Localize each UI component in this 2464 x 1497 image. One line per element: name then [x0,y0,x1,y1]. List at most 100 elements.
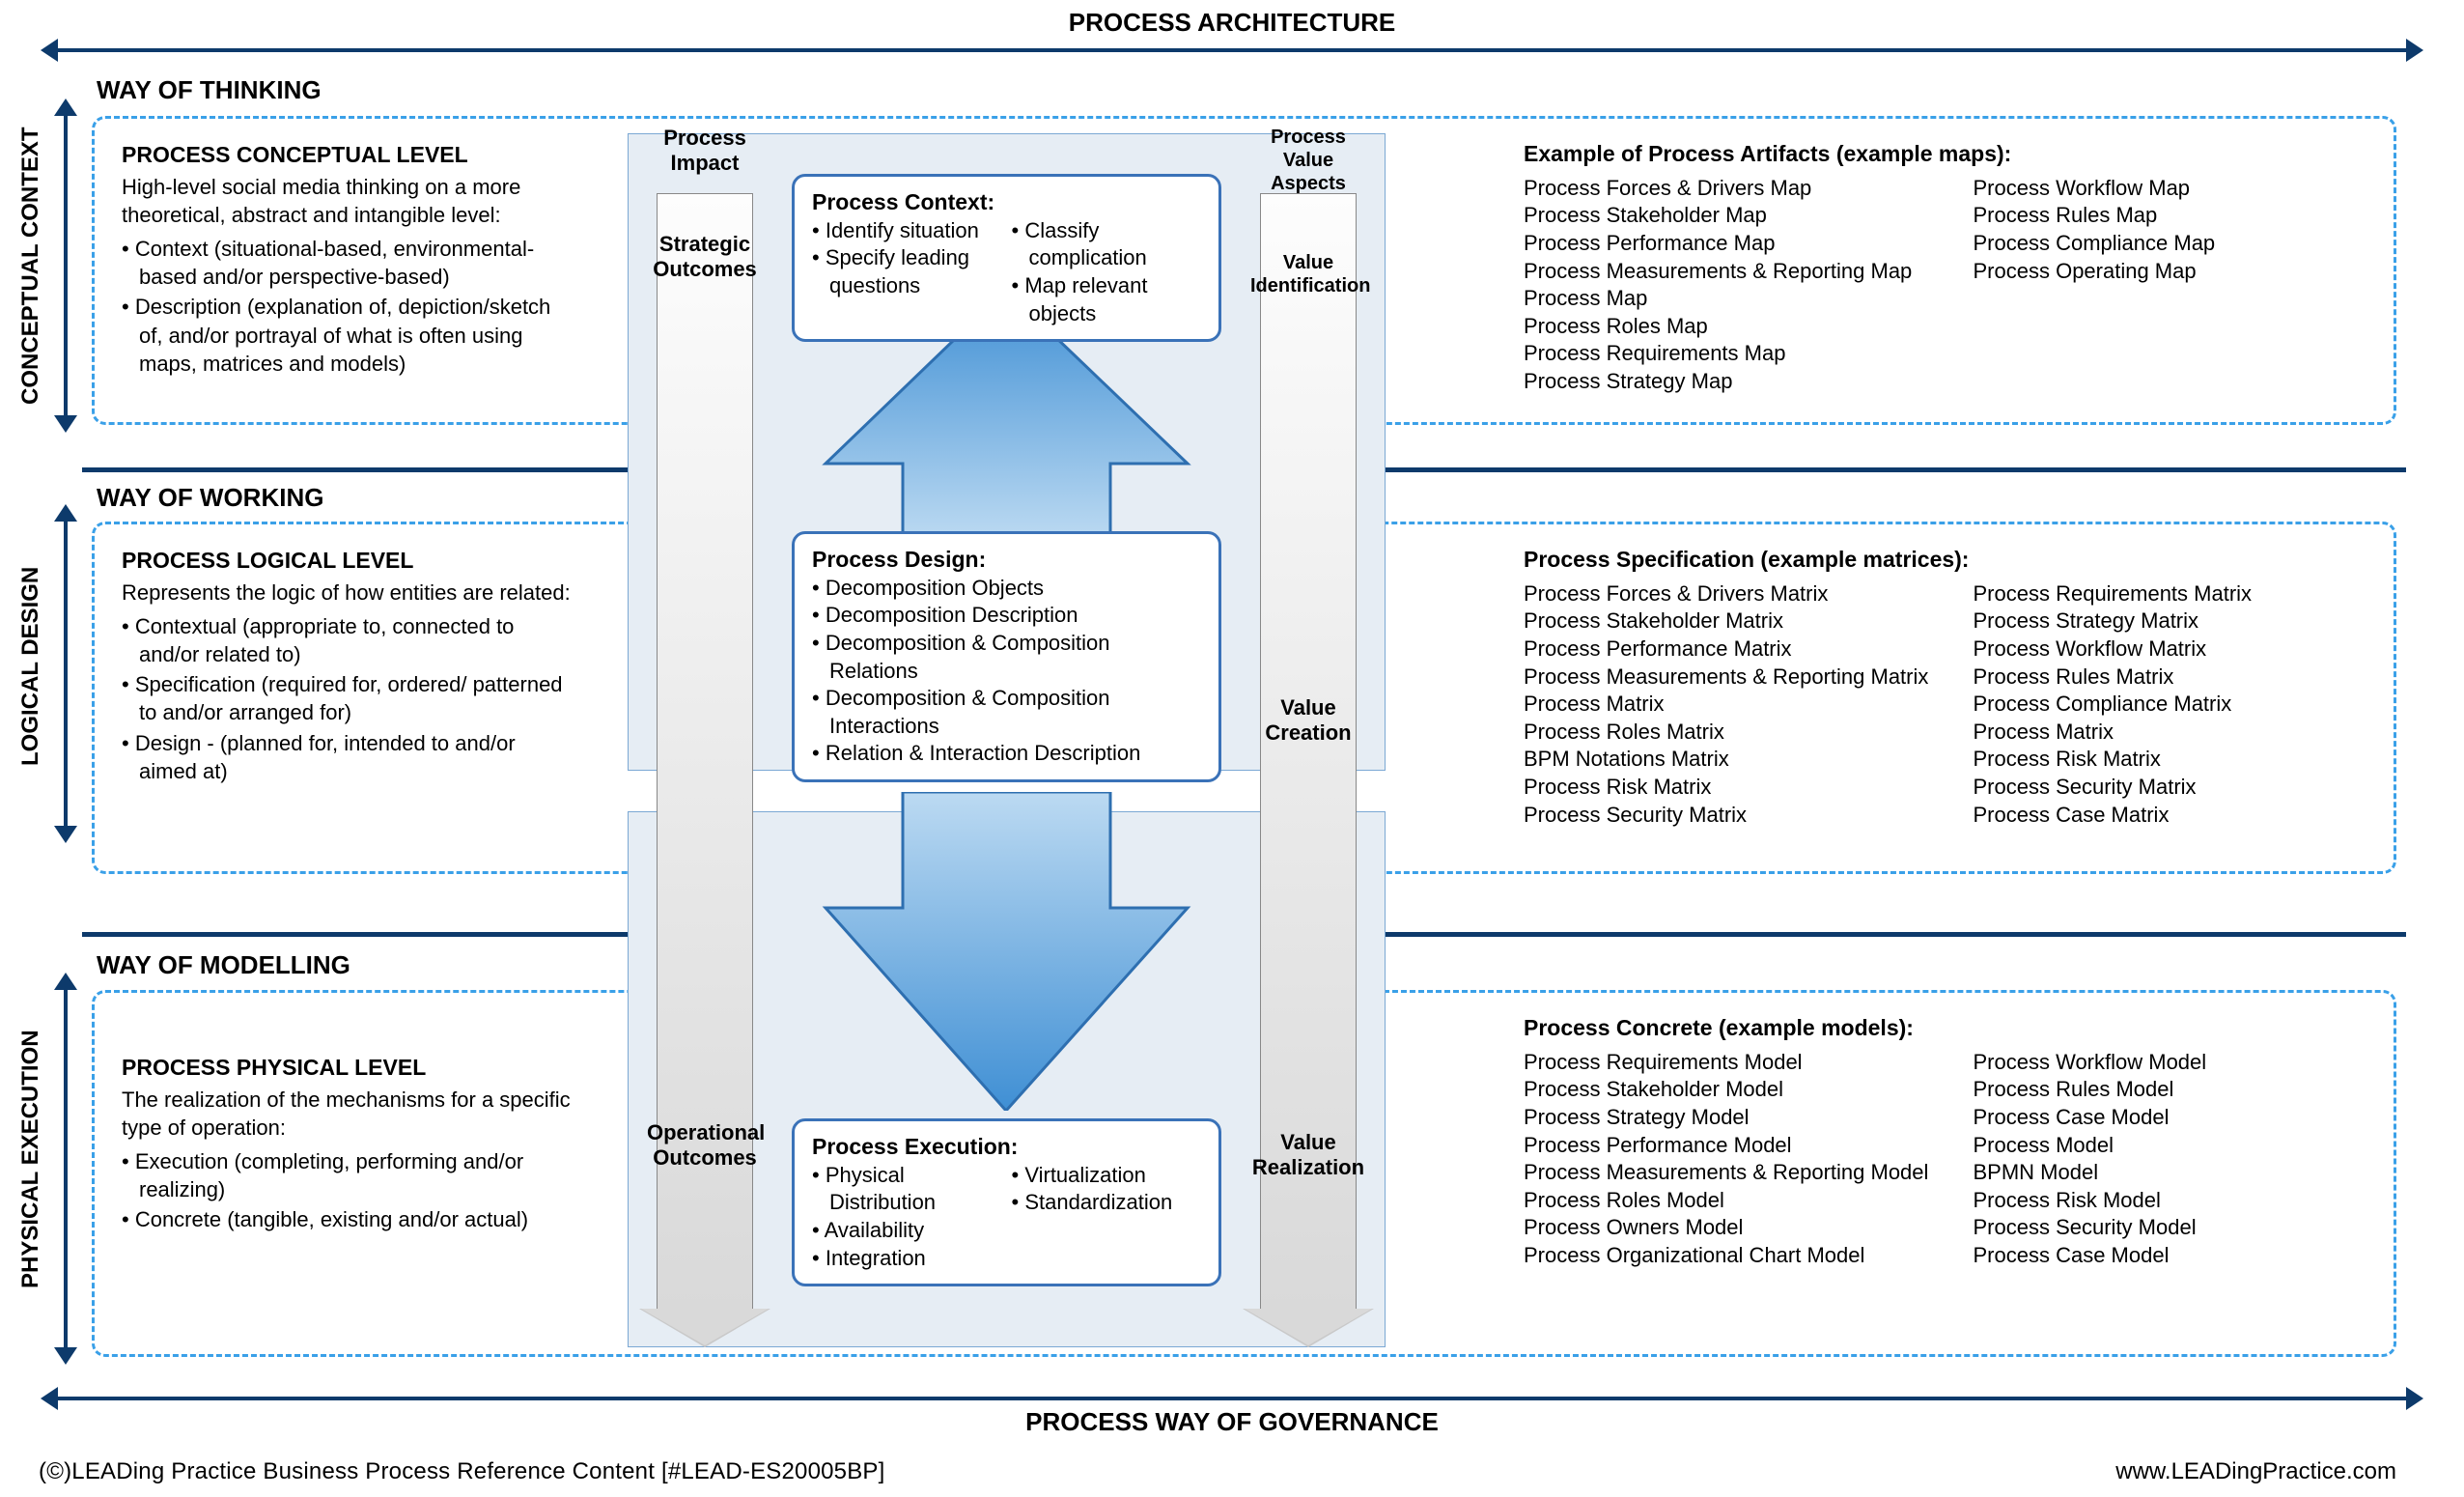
top-h-arrow [58,48,2406,52]
list-item: Integration [829,1245,1002,1273]
section-modelling: WAY OF MODELLING [97,950,350,980]
list-item: Process Requirements Matrix [1974,580,2385,608]
list-item: Process Risk Matrix [1524,774,1935,802]
r2-col1: Process Forces & Drivers MatrixProcess S… [1524,580,1935,829]
list-item: Process Case Model [1974,1104,2385,1132]
cbox-design: Process Design: Decomposition ObjectsDec… [792,531,1221,782]
list-item: Process Forces & Drivers Matrix [1524,580,1935,608]
cbox3-colA: Physical DistributionAvailabilityIntegra… [812,1162,1002,1272]
center-zone: Process Impact Strategic Outcomes Operat… [632,116,1381,1352]
list-item: Standardization [1029,1189,1202,1217]
list-item: Process Organizational Chart Model [1524,1242,1935,1270]
list-item: Relation & Interaction Description [829,740,1201,768]
list-item: Process Compliance Matrix [1974,691,2385,719]
list-item: Process Measurements & Reporting Matrix [1524,664,1935,692]
v-arrow-3 [64,990,68,1347]
left-logical: PROCESS LOGICAL LEVEL Represents the log… [122,546,575,785]
list-item: Process Stakeholder Map [1524,202,1935,230]
list-item: Process Matrix [1974,719,2385,747]
r2-col2: Process Requirements MatrixProcess Strat… [1974,580,2385,829]
list-item: Process Security Model [1974,1214,2385,1242]
list-item: Decomposition & Composition Relations [829,630,1201,685]
footer-left: (©)LEADing Practice Business Process Ref… [39,1458,885,1485]
list-item: Context (situational-based, environmenta… [139,235,575,291]
left-hdr-3: PROCESS PHYSICAL LEVEL [122,1053,575,1082]
left-physical: PROCESS PHYSICAL LEVEL The realization o… [122,1053,575,1234]
left-intro-3: The realization of the mechanisms for a … [122,1086,575,1142]
list-item: Process Forces & Drivers Map [1524,175,1935,203]
section-working: WAY OF WORKING [97,483,323,513]
list-item: Process Stakeholder Model [1524,1076,1935,1104]
list-item: Process Compliance Map [1974,230,2385,258]
left-intro-2: Represents the logic of how entities are… [122,579,575,607]
list-item: Contextual (appropriate to, connected to… [139,612,575,668]
v-label-logical: LOGICAL DESIGN [17,507,44,826]
cbox2-list: Decomposition ObjectsDecomposition Descr… [812,575,1201,768]
list-item: BPM Notations Matrix [1524,746,1935,774]
cbox3-colB: VirtualizationStandardization [1012,1162,1202,1217]
cbox2-hdr: Process Design: [812,546,1201,575]
pillar-left-bottom: Operational Outcomes [647,1120,763,1172]
list-item: Process Roles Model [1524,1187,1935,1215]
list-item: Process Workflow Model [1974,1049,2385,1077]
list-item: Process Roles Matrix [1524,719,1935,747]
list-item: Process Roles Map [1524,313,1935,341]
cbox1-hdr: Process Context: [812,188,1201,217]
left-list-1: Context (situational-based, environmenta… [122,235,575,377]
list-item: Process Rules Model [1974,1076,2385,1104]
list-item: BPMN Model [1974,1159,2385,1187]
list-item: Process Performance Matrix [1524,636,1935,664]
pillar-impact: Process Impact Strategic Outcomes Operat… [647,126,763,1347]
list-item: Process Operating Map [1974,258,2385,286]
list-item: Virtualization [1029,1162,1202,1190]
r3-col1: Process Requirements ModelProcess Stakeh… [1524,1049,1935,1270]
list-item: Process Matrix [1524,691,1935,719]
v-arrow-2 [64,522,68,826]
pillar-right-mid: Value Creation [1250,695,1366,747]
list-item: Identify situation [829,217,1002,245]
v-arrow-1 [64,116,68,415]
pillar-right-bottom: Value Realization [1250,1130,1366,1181]
list-item: Process Model [1974,1132,2385,1160]
list-item: Process Rules Matrix [1974,664,2385,692]
list-item: Design - (planned for, intended to and/o… [139,729,575,785]
right-hdr-3: Process Concrete (example models): [1524,1014,2384,1043]
list-item: Process Stakeholder Matrix [1524,607,1935,636]
right-matrices: Process Specification (example matrices)… [1524,534,2384,829]
pillar-left-arrow [657,193,753,1347]
r3-col2: Process Workflow ModelProcess Rules Mode… [1974,1049,2385,1270]
list-item: Process Strategy Matrix [1974,607,2385,636]
cbox-context: Process Context: Identify situationSpeci… [792,174,1221,342]
right-hdr-2: Process Specification (example matrices)… [1524,546,2384,575]
list-item: Process Security Matrix [1974,774,2385,802]
list-item: Specify leading questions [829,244,1002,299]
cbox1-colB: Classify complicationMap relevant object… [1012,217,1202,327]
footer-right: www.LEADingPractice.com [2115,1458,2396,1485]
list-item: Process Measurements & Reporting Map [1524,258,1935,286]
list-item: Process Security Matrix [1524,802,1935,830]
list-item: Process Measurements & Reporting Model [1524,1159,1935,1187]
list-item: Physical Distribution [829,1162,1002,1217]
list-item: Process Rules Map [1974,202,2385,230]
list-item: Process Case Model [1974,1242,2385,1270]
bottom-h-arrow [58,1397,2406,1400]
list-item: Process Risk Matrix [1974,746,2385,774]
list-item: Decomposition Description [829,602,1201,630]
list-item: Process Performance Model [1524,1132,1935,1160]
list-item: Process Workflow Matrix [1974,636,2385,664]
list-item: Process Risk Model [1974,1187,2385,1215]
v-label-conceptual: CONCEPTUAL CONTEXT [17,106,44,425]
pillar-left-top: Strategic Outcomes [647,232,763,283]
list-item: Decomposition & Composition Interactions [829,685,1201,740]
list-item: Process Requirements Map [1524,340,1935,368]
list-item: Process Owners Model [1524,1214,1935,1242]
r1-col1: Process Forces & Drivers MapProcess Stak… [1524,175,1935,396]
left-list-3: Execution (completing, performing and/or… [122,1147,575,1233]
cbox1-colA: Identify situationSpecify leading questi… [812,217,1002,300]
right-maps: Example of Process Artifacts (example ma… [1524,128,2384,396]
list-item: Map relevant objects [1029,272,1202,327]
bottom-title: PROCESS WAY OF GOVERNANCE [0,1407,2464,1437]
left-conceptual: PROCESS CONCEPTUAL LEVEL High-level soci… [122,140,575,378]
list-item: Specification (required for, ordered/ pa… [139,670,575,726]
list-item: Process Strategy Model [1524,1104,1935,1132]
